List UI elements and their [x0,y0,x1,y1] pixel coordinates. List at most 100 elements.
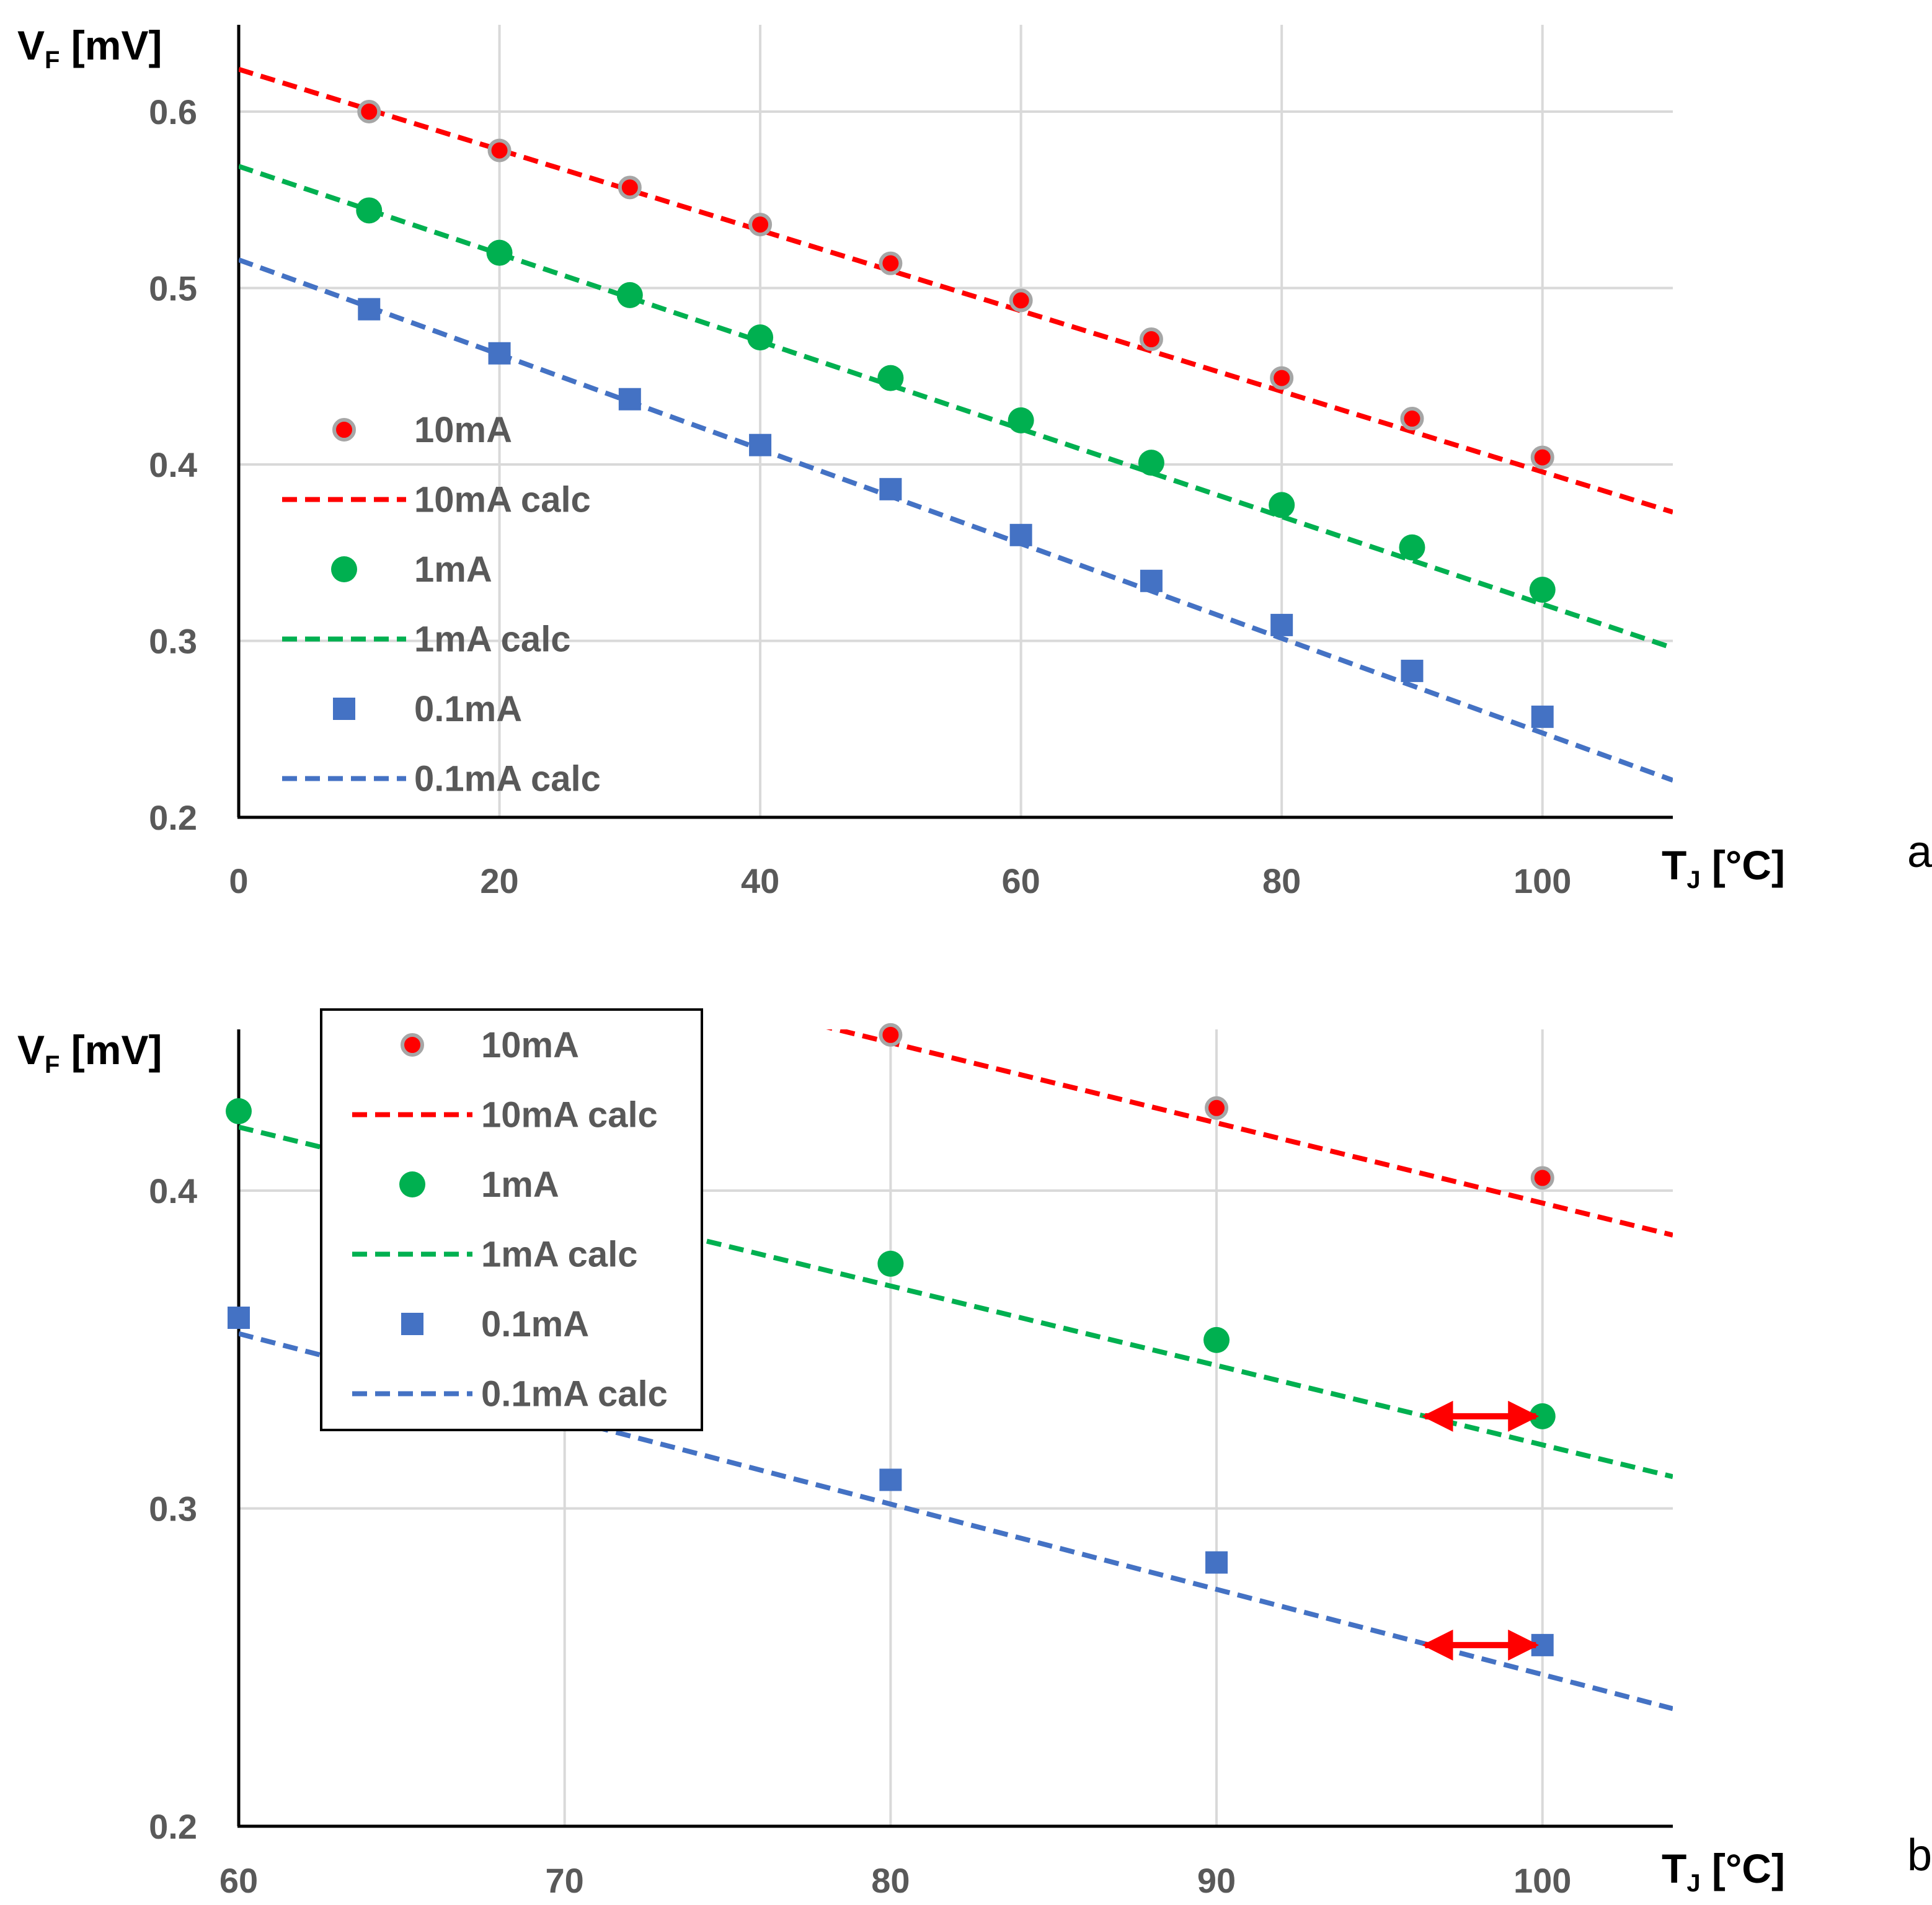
legend-label-1ma: 1mA [414,549,492,590]
data-point-0-1ma [879,1468,902,1491]
legend-swatch-0-1ma [333,698,355,720]
data-point-0-1ma [1205,1551,1228,1574]
data-point-1ma [356,197,383,224]
data-point-0-1ma [358,298,381,321]
markers [226,1023,1556,1656]
data-point-0-1ma [228,1307,250,1329]
series-line-10ma-calc [826,1029,1673,1238]
x-axis-title-sub: J [1686,866,1700,894]
data-point-0-1ma [1009,523,1032,546]
data-point-0-1ma [1531,705,1554,728]
y-axis-title-main: V [17,22,45,68]
x-tick-label: 0 [229,861,248,900]
series-line-0-1ma-calc [239,1331,1673,1712]
data-point-10ma [357,100,381,123]
plot-area [239,66,1673,783]
y-axis-title-sub: F [45,1051,60,1078]
y-tick-label: 0.3 [149,1490,197,1529]
data-point-10ma [618,175,642,200]
legend-label-10ma: 10mA [481,1025,579,1065]
legend-label-1ma: 1mA [481,1165,559,1205]
data-point-10ma [879,1023,903,1047]
x-tick-label: 100 [1513,861,1571,900]
x-tick-label: 40 [741,861,779,900]
data-point-10ma [748,213,773,237]
x-tick-label: 80 [1262,861,1301,900]
x-axis-title-sub: J [1686,1870,1700,1897]
x-axis-title-unit: [°C] [1701,842,1785,888]
data-point-1ma [1138,450,1164,476]
legend-label-10ma-calc: 10mA calc [481,1095,658,1135]
legend-label-1ma-calc: 1mA calc [481,1235,638,1275]
x-tick-label: 100 [1513,1861,1571,1900]
data-point-10ma [1530,445,1554,469]
data-point-1ma [1399,534,1425,561]
series-line-0-1ma-calc [239,257,1673,783]
legend-label-0-1ma-calc: 0.1mA calc [481,1374,668,1414]
data-point-10ma [1530,1166,1554,1190]
x-axis-title-unit: [°C] [1701,1845,1785,1891]
y-axis-title-sub: F [45,47,60,74]
x-tick-label: 90 [1197,1861,1236,1900]
legend: 10mA 10mA calc 1mA 1mA calc 0.1mA 0.1mA calc [320,1008,703,1431]
x-axis-title: TJ [°C] [1662,842,1785,894]
x-tick-label: 20 [480,861,518,900]
y-axis-title-unit: [mV] [60,1027,162,1073]
data-point-10ma [487,138,512,162]
y-tick-label: 0.4 [149,1171,197,1210]
data-point-10ma [1270,366,1294,390]
data-point-1ma [1529,576,1556,603]
y-axis-title-main: V [17,1027,45,1073]
legend-swatch-10ma [401,1033,424,1057]
data-point-0-1ma [1401,659,1424,682]
data-point-10ma [1400,407,1424,431]
y-tick-label: 0.2 [149,798,197,837]
data-point-1ma [486,239,513,266]
legend-swatch-1ma [399,1171,425,1197]
panel-label: a [1907,827,1932,877]
y-tick-label: 0.3 [149,622,197,661]
chart-panel-a: 0 20 40 60 80 100 0.2 0.3 0.4 0.5 0.6 VF [mV] TJ [°C… [17,22,1932,900]
y-tick-label: 0.6 [149,92,197,131]
legend-label-0-1ma: 0.1mA [481,1304,589,1344]
data-point-1ma [616,282,643,308]
legend-label-0-1ma: 0.1mA [414,689,522,729]
data-point-1ma [877,1250,904,1277]
x-axis-title-main: T [1662,1845,1686,1891]
data-point-10ma [1009,288,1033,313]
legend-swatch-1ma [331,556,357,582]
data-point-10ma [879,251,903,275]
data-point-1ma [747,324,774,351]
markers [356,100,1556,728]
y-tick-label: 0.5 [149,269,197,308]
y-tick-label: 0.4 [149,445,197,484]
x-tick-label: 80 [871,1861,910,1900]
legend-swatch-0-1ma [401,1313,423,1335]
x-axis-title: TJ [°C] [1662,1845,1785,1897]
x-tick-label: 60 [219,1861,258,1900]
data-point-1ma [226,1098,252,1124]
y-tick-label: 0.2 [149,1807,197,1846]
legend-label-10ma-calc: 10mA calc [414,480,591,520]
y-axis-title-unit: [mV] [60,22,162,68]
data-point-0-1ma [1140,569,1163,592]
legend-label-10ma: 10mA [414,410,512,450]
series-line-10ma-calc [239,66,1673,515]
legend-label-0-1ma-calc: 0.1mA calc [414,759,601,799]
data-point-0-1ma [618,388,641,411]
data-point-1ma [1269,492,1295,518]
data-point-10ma [1205,1096,1229,1120]
legend: 10mA 10mA calc 1mA 1mA calc 0.1mA 0.1mA calc [282,410,601,799]
data-point-1ma [877,365,904,391]
y-axis-title: VF [mV] [17,22,162,74]
legend-swatch-10ma [332,418,356,442]
data-point-10ma [1139,327,1163,352]
legend-label-1ma-calc: 1mA calc [414,619,571,660]
data-point-0-1ma [749,433,772,456]
data-point-0-1ma [488,342,511,365]
x-tick-label: 60 [1001,861,1040,900]
data-point-1ma [1203,1326,1230,1353]
panel-label: b [1907,1831,1932,1880]
